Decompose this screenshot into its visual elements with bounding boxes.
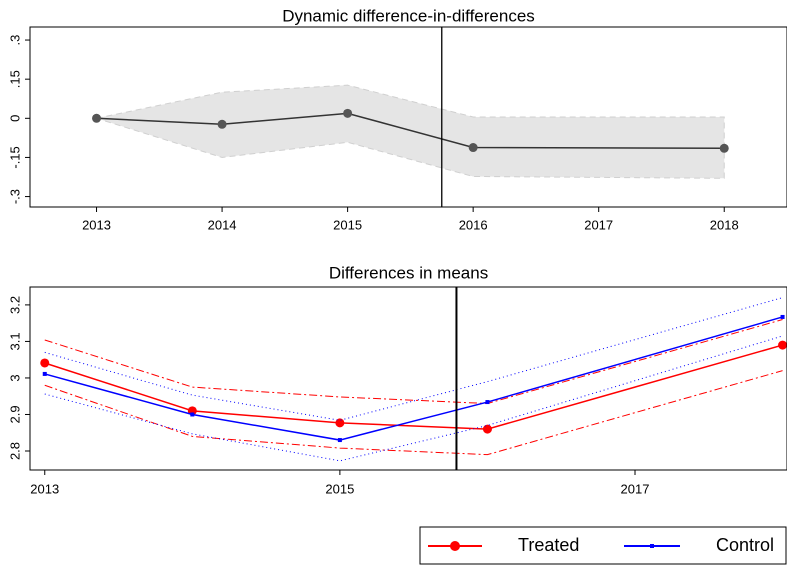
plot-frame — [29, 26, 787, 208]
x-tick-label: 2017 — [621, 481, 650, 496]
plot — [40, 297, 787, 462]
y-tick-label: -.3 — [7, 189, 22, 204]
marker — [190, 412, 195, 417]
marker — [343, 108, 353, 118]
y-tick-label: 3 — [7, 374, 22, 381]
marker — [40, 358, 50, 368]
marker — [468, 143, 478, 153]
marker — [337, 438, 342, 443]
chart-title: Differences in means — [329, 263, 488, 282]
marker — [42, 371, 47, 376]
legend-label: Control — [716, 535, 774, 555]
series-line — [44, 316, 783, 441]
y-tick-label: 2.9 — [7, 405, 22, 423]
series-line — [44, 344, 783, 430]
ci-line — [44, 319, 783, 405]
x-tick-label: 2013 — [30, 481, 59, 496]
x-tick-label: 2015 — [333, 217, 362, 232]
y-tick-label: 3.1 — [7, 332, 22, 350]
x-tick-label: 2015 — [325, 481, 354, 496]
plot — [92, 84, 729, 179]
marker — [335, 418, 345, 428]
legend-marker — [450, 541, 460, 551]
ci-band — [94, 84, 725, 179]
y-tick-label: -.15 — [7, 146, 22, 168]
marker — [187, 406, 197, 416]
marker — [482, 424, 492, 434]
marker — [92, 113, 102, 123]
marker — [780, 314, 785, 319]
marker — [719, 143, 729, 153]
y-tick-label: .15 — [7, 70, 22, 88]
legend-marker — [650, 544, 654, 548]
y-tick-label: 3.2 — [7, 296, 22, 314]
y-tick-label: .3 — [7, 35, 22, 46]
x-tick-label: 2016 — [459, 217, 488, 232]
legend-label: Treated — [518, 535, 579, 555]
marker — [217, 119, 227, 129]
marker — [485, 400, 490, 405]
plot-frame — [29, 286, 787, 471]
ci-line — [44, 370, 783, 456]
y-tick-label: 0 — [7, 115, 22, 122]
x-tick-label: 2017 — [584, 217, 613, 232]
marker — [778, 340, 787, 350]
chart-title: Dynamic difference-in-differences — [282, 6, 535, 25]
y-tick-label: 2.8 — [7, 442, 22, 460]
x-tick-label: 2014 — [208, 217, 237, 232]
x-tick-label: 2013 — [82, 217, 111, 232]
x-tick-label: 2018 — [710, 217, 739, 232]
